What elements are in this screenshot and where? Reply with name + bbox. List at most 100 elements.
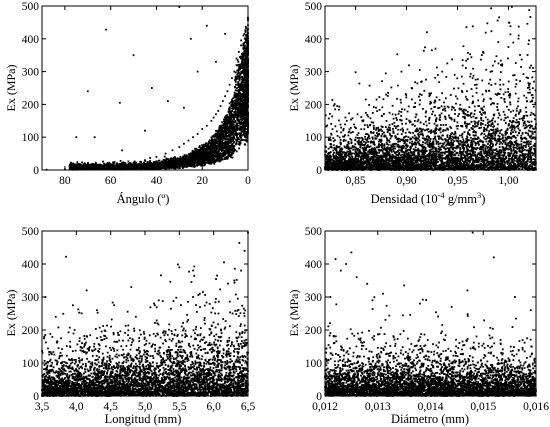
- data-point: [92, 163, 95, 166]
- data-point: [121, 164, 124, 166]
- data-point: [245, 128, 248, 131]
- data-point: [226, 126, 228, 129]
- data-point: [231, 77, 233, 80]
- x-tick-label: 0: [245, 175, 251, 187]
- data-point: [219, 143, 222, 146]
- data-point: [240, 125, 243, 128]
- data-point: [235, 141, 238, 144]
- data-point: [236, 87, 238, 89]
- data-point: [182, 155, 184, 158]
- data-point: [243, 67, 245, 70]
- data-point: [218, 139, 221, 142]
- data-point: [515, 83, 518, 85]
- points-angle: [45, 6, 249, 171]
- data-point: [230, 131, 233, 134]
- data-point: [228, 133, 231, 136]
- data-point: [234, 133, 236, 135]
- data-point: [232, 114, 235, 117]
- data-point: [241, 56, 244, 58]
- data-point: [244, 68, 247, 71]
- data-point: [209, 139, 211, 142]
- data-point: [201, 162, 204, 165]
- data-point: [243, 99, 246, 102]
- data-point: [144, 129, 146, 132]
- data-point: [93, 136, 96, 139]
- data-point: [232, 138, 235, 141]
- data-point: [217, 148, 220, 151]
- data-point: [228, 83, 231, 86]
- data-point: [221, 149, 224, 151]
- data-point: [216, 137, 219, 139]
- data-point: [96, 167, 98, 169]
- data-point: [496, 106, 499, 108]
- data-point: [244, 117, 246, 120]
- data-point: [390, 86, 393, 89]
- data-point: [207, 159, 210, 162]
- data-point: [221, 121, 224, 124]
- data-point: [89, 165, 92, 167]
- data-point: [239, 95, 242, 98]
- data-point: [223, 127, 226, 130]
- x-tick-label: 80: [59, 175, 71, 187]
- data-point: [102, 160, 104, 163]
- data-point: [117, 164, 120, 167]
- data-point: [247, 19, 249, 22]
- data-point: [138, 164, 141, 167]
- data-point: [245, 55, 248, 57]
- data-point: [119, 159, 122, 162]
- data-point: [247, 119, 249, 122]
- data-point: [154, 161, 157, 164]
- data-point: [205, 142, 208, 145]
- data-point: [210, 139, 213, 142]
- data-point: [205, 146, 208, 148]
- data-point: [212, 159, 215, 162]
- data-point: [143, 164, 146, 167]
- data-point: [247, 104, 249, 107]
- data-point: [218, 145, 221, 148]
- data-point: [238, 84, 241, 87]
- data-point: [224, 149, 227, 152]
- data-point: [220, 137, 222, 140]
- data-point: [178, 161, 180, 164]
- data-point: [180, 161, 183, 164]
- data-point: [203, 152, 206, 155]
- data-point: [247, 51, 249, 54]
- data-point: [170, 157, 173, 160]
- data-point: [149, 160, 152, 162]
- data-point: [219, 147, 221, 150]
- data-point: [240, 130, 243, 132]
- data-point: [178, 146, 181, 148]
- data-point: [170, 160, 172, 163]
- data-point: [210, 154, 212, 156]
- data-point: [239, 139, 242, 142]
- data-point: [127, 160, 130, 163]
- data-point: [114, 167, 117, 170]
- data-point: [201, 144, 203, 147]
- data-point: [210, 159, 213, 162]
- data-point: [227, 142, 230, 144]
- data-point: [122, 161, 125, 164]
- data-point: [223, 144, 226, 146]
- data-point: [241, 71, 244, 74]
- data-point: [241, 75, 243, 78]
- data-point: [213, 162, 216, 165]
- data-point: [185, 158, 188, 161]
- data-point: [220, 147, 223, 149]
- data-point: [237, 63, 240, 66]
- data-point: [231, 124, 233, 127]
- data-point: [201, 153, 204, 156]
- data-point: [216, 132, 219, 134]
- data-point: [211, 149, 214, 151]
- data-point: [226, 119, 229, 122]
- data-point: [234, 86, 236, 88]
- data-point: [243, 63, 246, 66]
- data-point: [217, 129, 220, 132]
- data-point: [234, 71, 237, 74]
- data-point: [244, 96, 247, 99]
- data-point: [227, 117, 229, 120]
- data-point: [76, 161, 79, 164]
- data-point: [332, 104, 335, 107]
- data-point: [241, 88, 244, 91]
- data-point: [232, 139, 235, 142]
- y-tick-label: 200: [22, 99, 40, 111]
